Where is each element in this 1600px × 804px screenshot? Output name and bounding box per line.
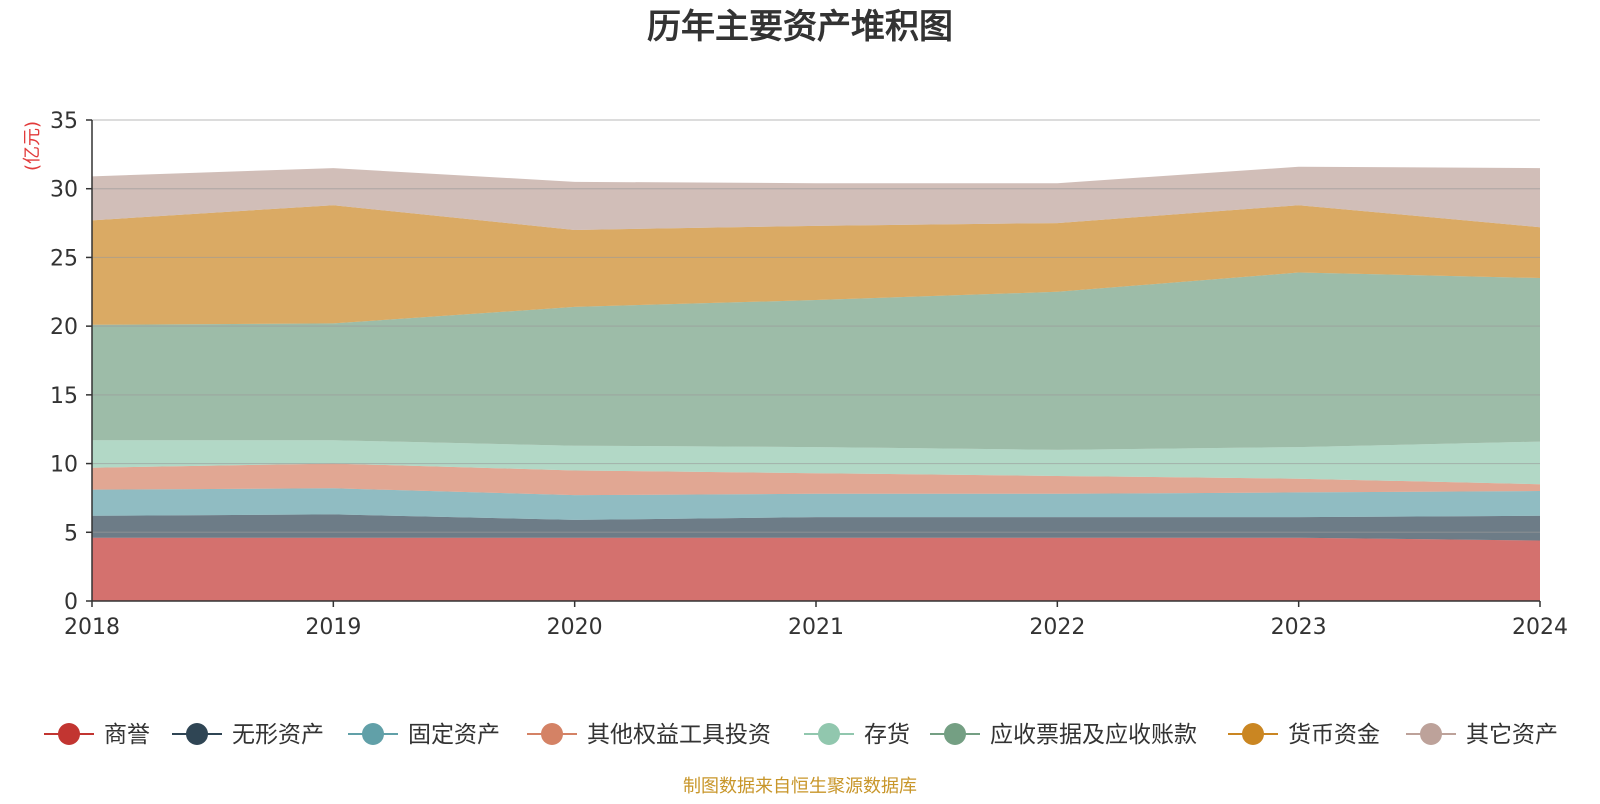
- legend-label-2: 固定资产: [408, 722, 500, 748]
- legend-item-0[interactable]: 商誉: [44, 722, 150, 748]
- area-series-4: [92, 440, 1540, 485]
- y-tick-label-20: 20: [50, 315, 78, 340]
- legend-item-3[interactable]: 其他权益工具投资: [527, 722, 771, 748]
- legend-label-3: 其他权益工具投资: [587, 722, 771, 748]
- y-tick-label-25: 25: [50, 246, 78, 271]
- x-tick-label-2024: 2024: [1512, 615, 1568, 640]
- y-tick-label-0: 0: [64, 590, 78, 615]
- y-tick-label-5: 5: [64, 521, 78, 546]
- area-series-group: [92, 166, 1540, 601]
- legend-item-1[interactable]: 无形资产: [172, 722, 324, 748]
- legend-marker-6: [1242, 723, 1264, 745]
- area-series-0: [92, 537, 1540, 601]
- legend: 商誉 无形资产 固定资产 其他权益工具投资 存货 应收票据及应收账款 货币资金 其它资产: [44, 722, 1558, 748]
- area-series-6: [92, 205, 1540, 325]
- legend-label-6: 货币资金: [1288, 722, 1380, 748]
- x-tick-label-2018: 2018: [64, 615, 120, 640]
- legend-marker-3: [541, 723, 563, 745]
- axes: 0 5 10 15 20 25 30 35 2018 2019 2020 2021 2022 2023 20…: [50, 109, 1568, 640]
- legend-marker-5: [944, 723, 966, 745]
- area-series-7: [92, 166, 1540, 230]
- x-tick-label-2020: 2020: [547, 615, 603, 640]
- legend-item-2[interactable]: 固定资产: [348, 722, 500, 748]
- x-tick-label-2021: 2021: [788, 615, 844, 640]
- legend-label-5: 应收票据及应收账款: [990, 722, 1197, 748]
- x-tick-label-2019: 2019: [305, 615, 361, 640]
- legend-item-7[interactable]: 其它资产: [1406, 722, 1558, 748]
- chart-title: 历年主要资产堆积图: [647, 7, 953, 47]
- grid-lines: [92, 119, 1540, 533]
- x-tick-label-2022: 2022: [1029, 615, 1085, 640]
- legend-marker-7: [1420, 723, 1442, 745]
- y-tick-label-35: 35: [50, 109, 78, 134]
- legend-label-0: 商誉: [104, 722, 150, 748]
- legend-marker-4: [818, 723, 840, 745]
- y-axis-unit-label: (亿元): [22, 121, 43, 171]
- area-series-5: [92, 272, 1540, 450]
- area-series-1: [92, 514, 1540, 541]
- legend-item-4[interactable]: 存货: [804, 722, 910, 748]
- y-tick-label-10: 10: [50, 453, 78, 478]
- legend-label-4: 存货: [864, 722, 910, 748]
- legend-item-5[interactable]: 应收票据及应收账款: [930, 722, 1197, 748]
- legend-item-6[interactable]: 货币资金: [1228, 722, 1380, 748]
- area-series-2: [92, 488, 1540, 520]
- legend-label-1: 无形资产: [232, 722, 324, 748]
- y-tick-label-15: 15: [50, 384, 78, 409]
- y-tick-label-30: 30: [50, 178, 78, 203]
- legend-marker-2: [362, 723, 384, 745]
- legend-label-7: 其它资产: [1466, 722, 1558, 748]
- data-source-note: 制图数据来自恒生聚源数据库: [683, 776, 917, 797]
- legend-marker-1: [186, 723, 208, 745]
- x-tick-label-2023: 2023: [1271, 615, 1327, 640]
- area-series-3: [92, 463, 1540, 496]
- legend-marker-0: [58, 723, 80, 745]
